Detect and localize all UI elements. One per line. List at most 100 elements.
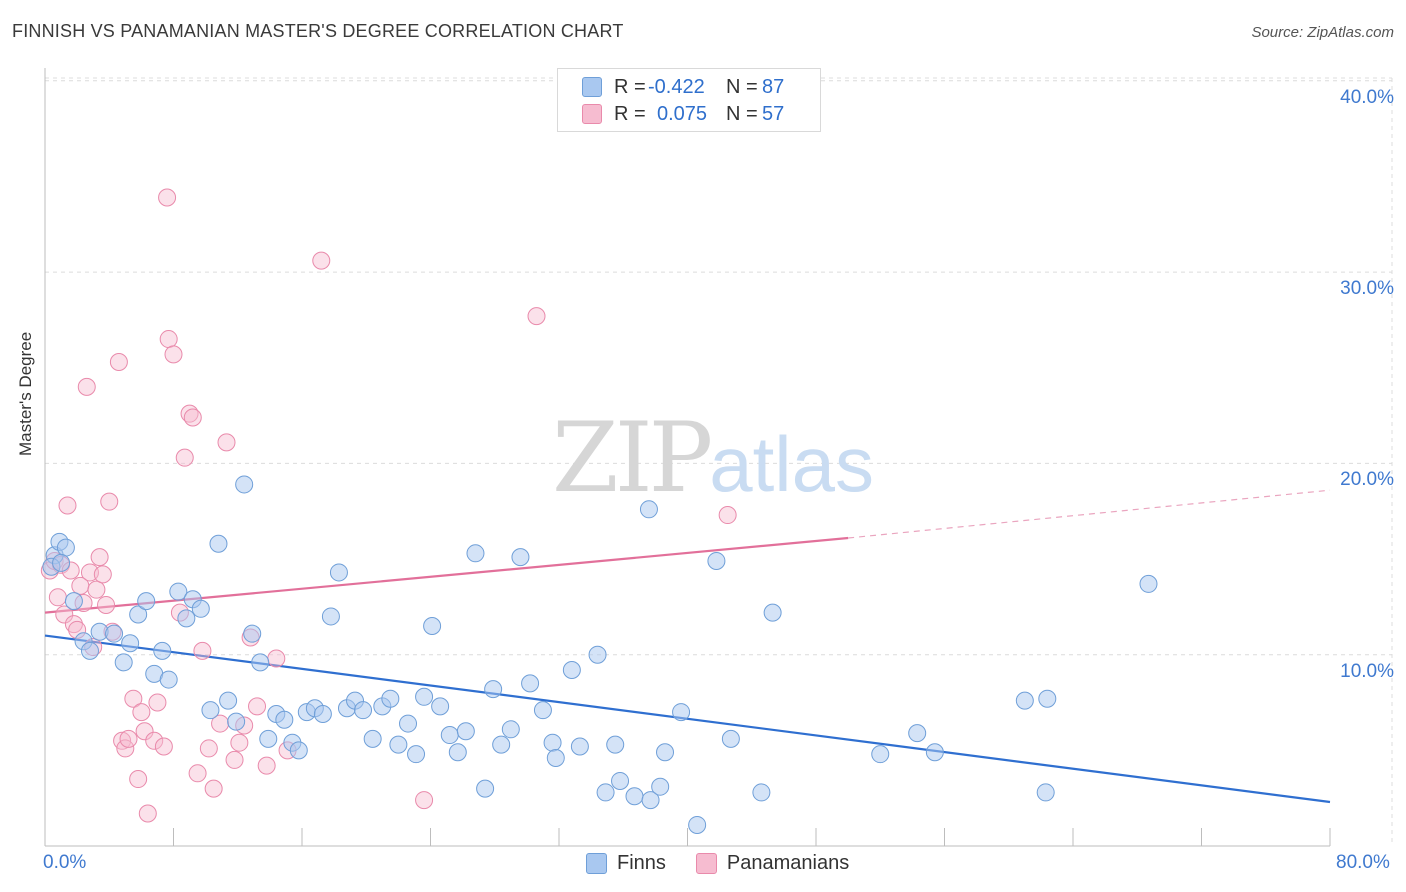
finns-point (114, 653, 133, 672)
panamanians-point (158, 188, 177, 207)
panamanians-point (148, 693, 167, 712)
finns-point (169, 582, 188, 601)
panamanians-point (312, 251, 331, 270)
panamanians-point (230, 733, 249, 752)
finns-point (209, 534, 228, 553)
panamanians-point (77, 377, 96, 396)
stats-legend: R = -0.422 N = 87 R = 0.075 N = 57 (557, 68, 821, 132)
panamanians-point (257, 756, 276, 775)
panamanians-point (97, 595, 116, 614)
finns-point (656, 743, 675, 762)
panamanians-legend-label: Panamanians (726, 852, 850, 874)
finns-point (511, 548, 530, 567)
finns-point (56, 538, 75, 557)
finns-point (1038, 689, 1057, 708)
finns-legend-swatch (586, 853, 607, 874)
finns-point (423, 617, 442, 636)
finns-point (588, 645, 607, 664)
panamanians-point (217, 433, 236, 452)
finns-point (1015, 691, 1034, 710)
r-label: R = (614, 102, 646, 125)
panamanians-point (159, 330, 178, 349)
finns-point (389, 735, 408, 754)
finns-point (763, 603, 782, 622)
finns-point (521, 674, 540, 693)
panamanians-point (58, 496, 77, 515)
finns-point (466, 544, 485, 563)
panamanians-swatch (582, 104, 602, 124)
finns-point (275, 710, 294, 729)
finns-point (562, 661, 581, 680)
panamanians-point (204, 779, 223, 798)
panamanians-point (199, 739, 218, 758)
finns-point (448, 743, 467, 762)
finns-point (52, 553, 71, 572)
legend-item-finns: Finns (586, 852, 666, 875)
finns-point (707, 551, 726, 570)
finns-point (456, 722, 475, 741)
finns-point (1036, 783, 1055, 802)
panamanians-point (138, 804, 157, 823)
finns-point (625, 787, 644, 806)
finns-point (363, 729, 382, 748)
finns-point (651, 777, 670, 796)
panamanians-point (48, 588, 67, 607)
n-label: N = (726, 75, 758, 98)
x-tick-min: 0.0% (43, 852, 87, 873)
finns-point (570, 737, 589, 756)
panamanians-trend-dashed (848, 489, 1331, 539)
panamanians-point (100, 492, 119, 511)
finns-point (641, 791, 660, 810)
n-value: 57 (762, 102, 785, 125)
panamanians-point (124, 689, 143, 708)
legend-row-panamanians: R = 0.075 N = 57 (582, 102, 784, 126)
finns-point (1139, 574, 1158, 593)
panamanians-point (135, 722, 154, 741)
panamanians-point (415, 791, 434, 810)
finns-point (484, 680, 503, 699)
finns-point (546, 749, 565, 768)
panamanians-point (193, 641, 212, 660)
finns-point (80, 641, 99, 660)
finns-point (672, 703, 691, 722)
finns-point (321, 607, 340, 626)
legend-row-finns: R = -0.422 N = 87 (582, 75, 784, 99)
axes (44, 68, 1331, 847)
finns-point (606, 735, 625, 754)
panamanians-point (145, 731, 164, 750)
finns-point (137, 592, 156, 611)
panamanians-point (129, 770, 148, 789)
panamanians-point (132, 703, 151, 722)
finns-point (533, 701, 552, 720)
finns-point (431, 697, 450, 716)
finns-point (688, 815, 707, 834)
y-tick-20: 20.0% (1340, 469, 1394, 490)
panamanians-points (40, 188, 737, 823)
source-credit: Source: ZipAtlas.com (1251, 24, 1394, 41)
finns-point (219, 691, 238, 710)
panamanians-trendline (44, 489, 1331, 614)
finns-point (243, 624, 262, 643)
series-legend: Finns Panamanians (586, 852, 879, 875)
y-axis-label: Master's Degree (16, 331, 35, 456)
n-value: 87 (762, 75, 785, 98)
panamanians-point (64, 615, 83, 634)
finns-point (64, 592, 83, 611)
finns-point (399, 714, 418, 733)
finns-point (925, 743, 944, 762)
finns-swatch (582, 77, 602, 97)
finns-point (354, 701, 373, 720)
panamanians-point (154, 737, 173, 756)
y-tick-10: 10.0% (1340, 661, 1394, 682)
finns-point (177, 609, 196, 628)
finns-point (639, 500, 658, 519)
panamanians-point (93, 565, 112, 584)
finns-point (159, 670, 178, 689)
panamanians-point (183, 408, 202, 427)
finns-point (501, 720, 520, 739)
finns-points (42, 475, 1158, 834)
finns-point (752, 783, 771, 802)
panamanians-legend-swatch (695, 853, 717, 874)
panamanians-point (188, 764, 207, 783)
finns-point (611, 771, 630, 790)
